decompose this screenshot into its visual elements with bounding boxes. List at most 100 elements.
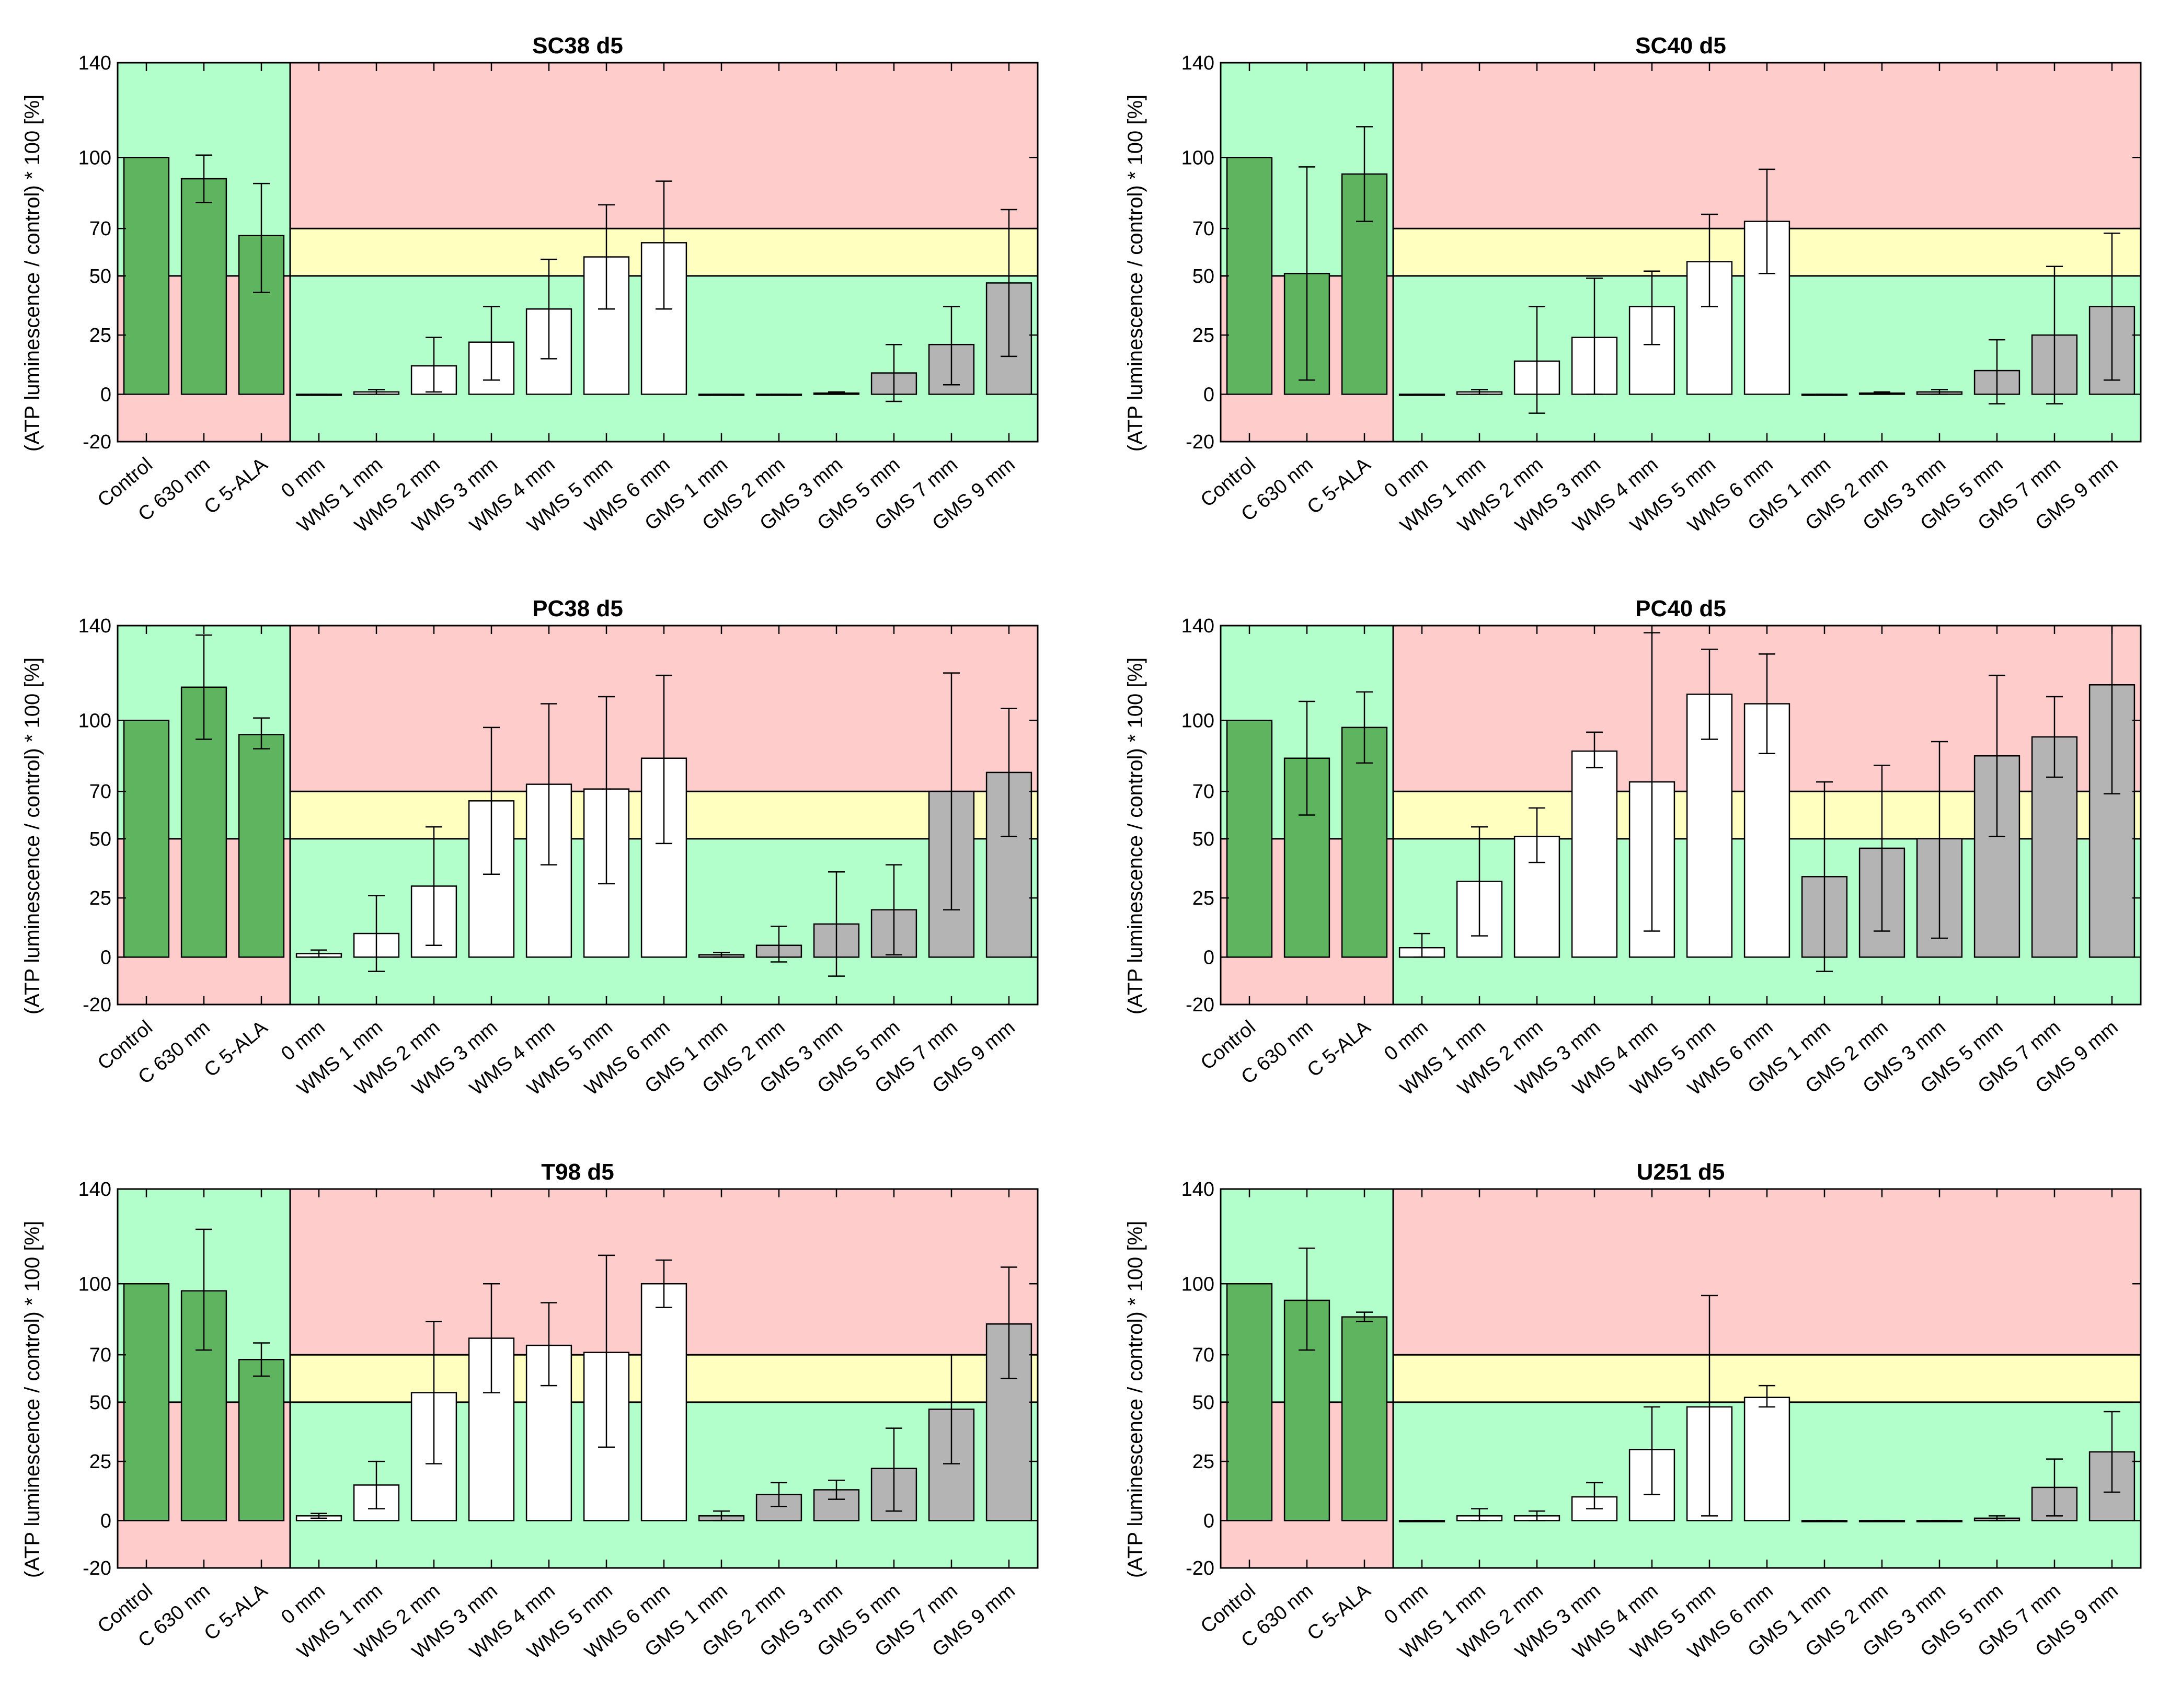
error-bar bbox=[483, 726, 500, 875]
error-bar bbox=[1989, 674, 2005, 837]
error-bar bbox=[253, 1342, 270, 1377]
x-tick-label: C 5-ALA bbox=[200, 1016, 272, 1081]
error-bar bbox=[771, 1482, 787, 1507]
error-bar bbox=[598, 696, 615, 885]
error-bar bbox=[311, 1513, 327, 1519]
error-bar bbox=[1356, 1311, 1373, 1322]
error-bar bbox=[656, 674, 672, 845]
x-tick-label: C 5-ALA bbox=[1303, 1016, 1375, 1081]
error-bar bbox=[828, 871, 845, 977]
chart-title: T98 d5 bbox=[541, 1159, 614, 1185]
y-axis-label: (ATP luminescence / control) * 100 [%] bbox=[1124, 95, 1147, 452]
axes-box bbox=[1220, 1188, 2142, 1569]
error-bar bbox=[1356, 691, 1373, 764]
y-axis-label: (ATP luminescence / control) * 100 [%] bbox=[21, 95, 44, 452]
bar bbox=[123, 720, 170, 958]
error-bar bbox=[1586, 731, 1603, 769]
y-tick-label: 140 bbox=[78, 52, 111, 74]
error-bar bbox=[598, 204, 615, 310]
error-bar bbox=[196, 1228, 212, 1351]
bar bbox=[1226, 157, 1273, 395]
error-bar bbox=[483, 306, 500, 381]
y-tick-label: -20 bbox=[83, 1557, 111, 1579]
y-tick-label: 100 bbox=[78, 710, 111, 732]
x-tick-label: 0 mm bbox=[277, 1017, 329, 1065]
error-bar bbox=[771, 926, 787, 963]
error-bar bbox=[1874, 391, 1890, 395]
error-bar bbox=[598, 1254, 615, 1448]
y-tick-label: 25 bbox=[89, 325, 111, 347]
y-tick-label: 0 bbox=[1203, 384, 1214, 406]
x-tick-label: 0 mm bbox=[277, 1580, 329, 1629]
error-bar bbox=[426, 1321, 442, 1464]
y-tick-label: 140 bbox=[1181, 52, 1214, 74]
error-bar bbox=[2046, 266, 2063, 405]
y-tick-label: 50 bbox=[1192, 266, 1214, 287]
bar bbox=[123, 157, 170, 395]
error-bar bbox=[943, 672, 960, 910]
axes-box bbox=[117, 625, 1039, 1006]
bar bbox=[1341, 1316, 1388, 1521]
chart-title: PC38 d5 bbox=[532, 596, 623, 621]
error-bar bbox=[2104, 233, 2120, 381]
error-bar bbox=[541, 703, 557, 865]
error-bar bbox=[713, 952, 730, 958]
error-bar bbox=[426, 337, 442, 393]
y-tick-label: 140 bbox=[1181, 1179, 1214, 1201]
y-tick-label: 100 bbox=[1181, 1273, 1214, 1295]
x-tick-label: C 5-ALA bbox=[200, 453, 272, 518]
axes-box bbox=[117, 1188, 1039, 1569]
error-bar bbox=[828, 1480, 845, 1500]
y-tick-label: 25 bbox=[1192, 1451, 1214, 1473]
error-bar bbox=[1356, 126, 1373, 222]
error-bar bbox=[196, 634, 212, 740]
y-tick-label: -20 bbox=[83, 431, 111, 453]
y-tick-label: 25 bbox=[1192, 887, 1214, 909]
y-tick-label: 50 bbox=[89, 1392, 111, 1414]
error-bar bbox=[368, 389, 385, 395]
y-tick-label: 100 bbox=[1181, 710, 1214, 732]
y-tick-label: 0 bbox=[1203, 947, 1214, 968]
error-bar bbox=[713, 1510, 730, 1521]
bar bbox=[1341, 726, 1388, 958]
error-bar bbox=[656, 180, 672, 310]
y-tick-label: 70 bbox=[89, 218, 111, 240]
chart-title: SC40 d5 bbox=[1635, 33, 1726, 59]
error-bar bbox=[368, 895, 385, 972]
error-bar bbox=[886, 343, 902, 402]
error-bar bbox=[1001, 1266, 1017, 1379]
error-bar bbox=[1759, 1384, 1775, 1408]
y-tick-label: 140 bbox=[78, 1179, 111, 1201]
y-tick-label: 50 bbox=[1192, 1392, 1214, 1414]
error-bar bbox=[541, 1302, 557, 1387]
error-bar bbox=[1989, 339, 2005, 405]
error-bar bbox=[1701, 213, 1718, 307]
x-tick-label: 0 mm bbox=[277, 454, 329, 502]
error-bar bbox=[1644, 1406, 1660, 1495]
error-bar bbox=[1759, 168, 1775, 274]
error-bar bbox=[253, 717, 270, 749]
error-bar bbox=[943, 1354, 960, 1464]
bar bbox=[238, 1359, 285, 1521]
error-bar bbox=[196, 154, 212, 203]
error-bar bbox=[1816, 781, 1833, 972]
zone-red bbox=[1393, 1189, 2141, 1355]
bar bbox=[1226, 1283, 1273, 1521]
error-bar bbox=[656, 1259, 672, 1308]
y-tick-label: 70 bbox=[1192, 781, 1214, 803]
axes-box bbox=[1220, 625, 2142, 1006]
x-tick-label: C 5-ALA bbox=[200, 1579, 272, 1645]
y-tick-label: 25 bbox=[1192, 325, 1214, 347]
axes-box bbox=[1220, 62, 2142, 443]
error-bar bbox=[1471, 389, 1488, 395]
x-tick-label: 0 mm bbox=[1380, 1580, 1432, 1629]
y-tick-label: -20 bbox=[1186, 1557, 1214, 1579]
error-bar bbox=[1989, 1515, 2005, 1521]
error-bar bbox=[828, 391, 845, 395]
bar bbox=[1571, 750, 1618, 958]
y-axis-label: (ATP luminescence / control) * 100 [%] bbox=[1124, 657, 1147, 1014]
x-tick-label: 0 mm bbox=[1380, 454, 1432, 502]
